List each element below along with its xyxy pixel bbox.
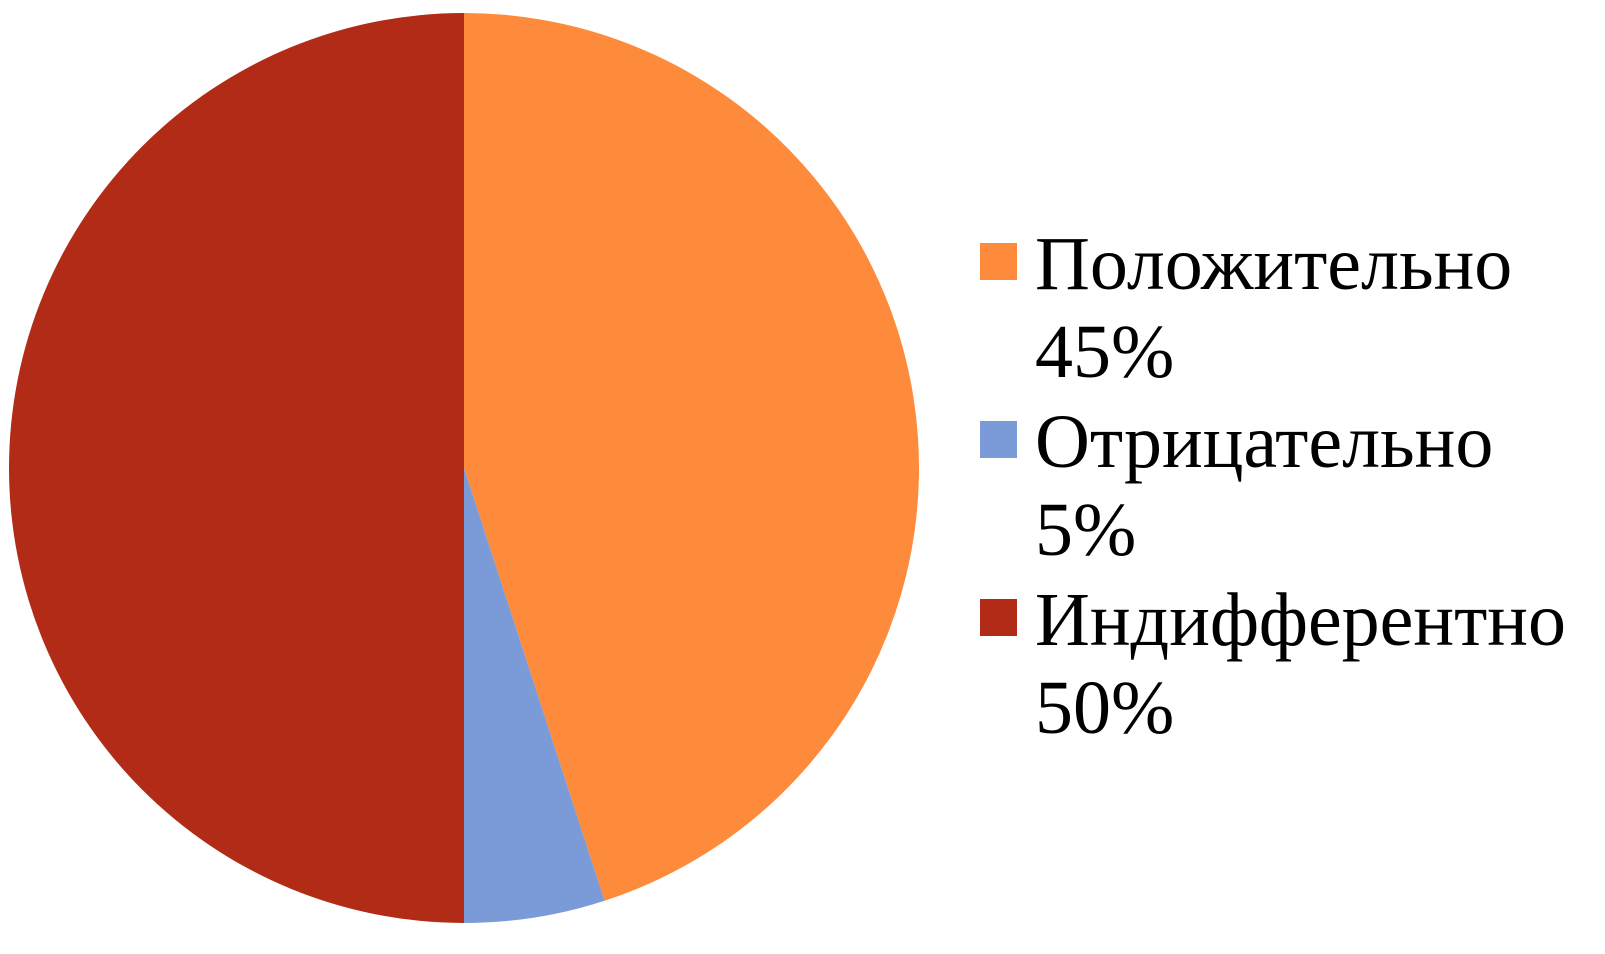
pie-slice: [464, 13, 919, 901]
legend-label: Индифферентно: [1035, 578, 1566, 662]
legend-label: Положительно: [1035, 222, 1512, 306]
legend-value: 5%: [1035, 488, 1136, 572]
legend-label: Отрицательно: [1035, 400, 1493, 484]
pie-slice: [464, 468, 605, 923]
legend-swatch: [980, 421, 1017, 458]
legend-swatch: [980, 599, 1017, 636]
legend-value: 45%: [1035, 310, 1174, 394]
pie-slice: [9, 13, 464, 923]
legend-swatch: [980, 243, 1017, 280]
legend-value: 50%: [1035, 666, 1174, 750]
